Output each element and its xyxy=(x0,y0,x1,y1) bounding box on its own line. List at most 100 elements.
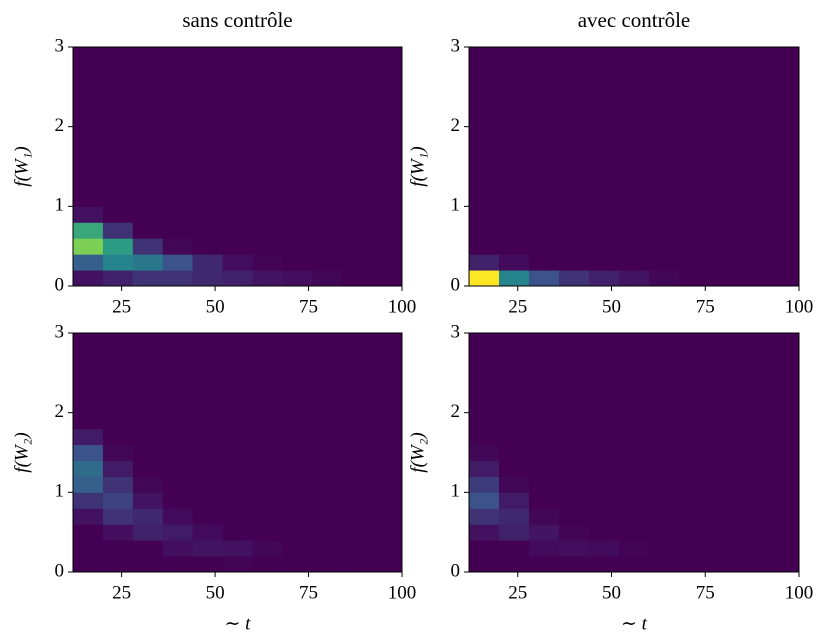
heat-cell xyxy=(222,78,253,96)
heat-cell xyxy=(192,142,224,160)
heat-cell xyxy=(469,270,500,287)
heat-cell xyxy=(282,142,313,160)
heat-cell xyxy=(282,524,313,541)
heat-cell xyxy=(73,540,104,557)
heat-cell xyxy=(102,78,134,96)
heat-cell xyxy=(559,270,590,287)
heat-cell xyxy=(252,508,283,525)
heat-cell xyxy=(102,270,134,287)
heat-cell xyxy=(679,460,710,477)
heat-cell xyxy=(252,444,283,461)
heat-cell xyxy=(132,476,164,493)
heat-cell xyxy=(312,78,343,96)
heat-cell xyxy=(222,428,253,446)
heat-cell xyxy=(529,428,560,446)
heat-cell xyxy=(312,158,343,175)
heat-cell xyxy=(162,238,194,255)
heat-cell xyxy=(649,333,680,350)
heat-cell xyxy=(649,540,680,557)
heat-cell xyxy=(679,380,710,398)
heat-cell xyxy=(619,444,650,461)
heat-cell xyxy=(709,158,740,175)
heat-cell xyxy=(222,460,253,477)
heat-cell xyxy=(619,174,650,191)
heat-cell xyxy=(769,190,800,207)
heat-cell xyxy=(469,142,500,160)
heat-cell xyxy=(312,476,343,493)
heat-cell xyxy=(709,206,740,223)
heat-cell xyxy=(469,126,500,144)
heat-cell xyxy=(499,428,530,446)
heat-cell xyxy=(529,540,560,557)
heat-cell xyxy=(102,62,134,80)
heat-cell xyxy=(649,47,680,64)
y-tick-label: 0 xyxy=(451,560,461,581)
heat-cell xyxy=(499,444,530,461)
heat-cell xyxy=(499,62,530,80)
heat-cell xyxy=(372,94,403,112)
heat-cell xyxy=(499,78,530,96)
heat-cell xyxy=(372,396,403,414)
heat-cell xyxy=(529,460,560,477)
heat-cell xyxy=(252,238,283,255)
heat-cell xyxy=(342,238,373,255)
heat-cell xyxy=(102,524,134,541)
heat-cell xyxy=(102,364,134,382)
heat-cell xyxy=(102,206,134,223)
heat-cell xyxy=(73,444,104,461)
heat-cell xyxy=(252,62,283,80)
heat-cell xyxy=(372,333,403,350)
y-tick-label: 3 xyxy=(55,321,65,342)
heat-cell xyxy=(619,190,650,207)
heat-cell xyxy=(739,158,770,175)
heat-cell xyxy=(679,396,710,414)
heat-cell xyxy=(739,206,770,223)
heat-cell xyxy=(589,78,620,96)
heat-cell xyxy=(372,62,403,80)
heat-cell xyxy=(312,364,343,382)
heat-cell xyxy=(679,540,710,557)
heat-cell xyxy=(589,492,620,509)
heat-cell xyxy=(252,254,283,271)
y-axis-label: f(W₁) xyxy=(11,146,32,186)
heat-cell xyxy=(649,428,680,446)
heat-cell xyxy=(312,508,343,525)
heat-cell xyxy=(649,270,680,287)
heat-cell xyxy=(282,556,313,573)
heat-cell xyxy=(132,158,164,175)
heat-cell xyxy=(469,508,500,525)
heat-cell xyxy=(192,270,224,287)
heat-cell xyxy=(132,270,164,287)
heat-cell xyxy=(342,412,373,430)
y-tick-label: 0 xyxy=(55,274,65,295)
heat-cell xyxy=(372,78,403,96)
heat-cell xyxy=(222,222,253,239)
heat-cell xyxy=(709,508,740,525)
heat-cell xyxy=(282,492,313,509)
heat-cell xyxy=(739,396,770,414)
y-tick-label: 3 xyxy=(451,35,461,56)
heat-cell xyxy=(162,126,194,144)
heat-cell xyxy=(499,524,530,541)
heat-cell xyxy=(709,333,740,350)
heat-cell xyxy=(679,333,710,350)
heat-cell xyxy=(222,142,253,160)
heat-cell xyxy=(312,190,343,207)
heat-cell xyxy=(589,348,620,366)
heat-cell xyxy=(529,238,560,255)
heat-cell xyxy=(132,556,164,573)
heat-cell xyxy=(769,508,800,525)
heat-cell xyxy=(739,142,770,160)
heat-cell xyxy=(619,412,650,430)
heat-cell xyxy=(559,412,590,430)
heat-cell xyxy=(162,460,194,477)
heat-cell xyxy=(559,333,590,350)
heat-cell xyxy=(132,47,164,64)
heat-cell xyxy=(679,364,710,382)
heat-cell xyxy=(739,126,770,144)
heat-cell xyxy=(282,222,313,239)
heat-cell xyxy=(649,110,680,128)
heat-cell xyxy=(679,428,710,446)
heat-cell xyxy=(649,508,680,525)
